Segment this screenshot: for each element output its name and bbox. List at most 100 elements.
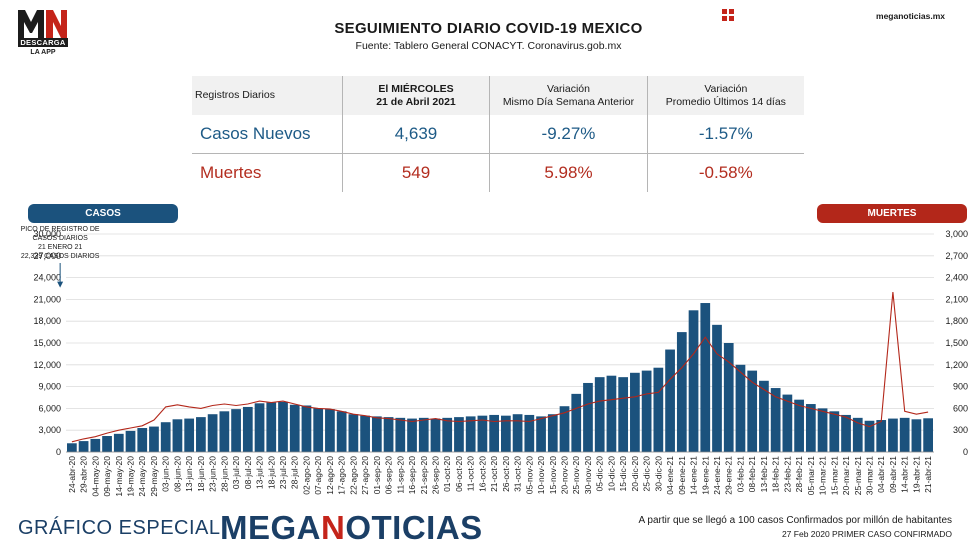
- x-tick-label: 04-may-20: [90, 456, 100, 497]
- table-row-casos: Casos Nuevos 4,639 -9.27% -1.57%: [192, 115, 804, 154]
- y-right-tick-label: 300: [953, 425, 968, 435]
- row-var-week: -9.27%: [489, 115, 648, 154]
- case-bar: [864, 420, 875, 452]
- header-var1-line1: Variación: [546, 82, 590, 95]
- x-tick-label: 10-mar-21: [818, 456, 828, 495]
- site-url[interactable]: meganoticias.mx: [876, 11, 945, 21]
- case-bar: [360, 415, 370, 452]
- case-bar: [759, 380, 769, 452]
- case-bar: [395, 417, 406, 452]
- x-tick-label: 15-nov-20: [548, 456, 558, 495]
- y-right-tick-label: 0: [963, 447, 968, 457]
- case-bar: [923, 418, 933, 452]
- case-bar: [829, 411, 840, 452]
- x-tick-label: 03-feb-21: [735, 456, 745, 493]
- case-bar: [125, 430, 136, 452]
- deaths-line: [71, 292, 929, 443]
- grid-logo-icon: [722, 9, 734, 21]
- x-tick-label: 30-mar-21: [864, 456, 874, 495]
- case-bar: [477, 415, 488, 452]
- case-bar: [254, 403, 265, 452]
- x-tick-label: 22-ago-20: [348, 456, 358, 495]
- x-tick-label: 20-mar-21: [841, 456, 851, 495]
- x-tick-label: 26-sep-20: [430, 456, 440, 495]
- case-bar: [512, 414, 523, 452]
- case-bar: [524, 414, 535, 452]
- row-value: 4,639: [341, 115, 490, 154]
- case-bar: [852, 417, 863, 452]
- case-bar: [160, 422, 171, 452]
- row-var-14d: -1.57%: [646, 115, 804, 154]
- x-tick-label: 11-sep-20: [395, 456, 405, 494]
- x-tick-label: 20-dic-20: [630, 456, 640, 492]
- x-tick-label: 25-dic-20: [642, 456, 652, 492]
- case-bar: [313, 408, 324, 452]
- x-tick-label: 18-jul-20: [266, 456, 276, 489]
- x-tick-label: 25-nov-20: [571, 456, 581, 495]
- x-tick-label: 18-jun-20: [196, 456, 206, 492]
- row-var-14d: -0.58%: [646, 153, 804, 192]
- y-right-tick-label: 1,800: [945, 316, 968, 326]
- y-left-tick-label: 12,000: [33, 360, 61, 370]
- x-tick-label: 26-oct-20: [501, 456, 511, 492]
- x-tick-label: 09-abr-21: [888, 456, 898, 493]
- case-bar: [571, 393, 582, 452]
- x-tick-label: 24-ene-21: [712, 456, 722, 495]
- x-tick-label: 25-mar-21: [853, 456, 863, 495]
- header-var2-line1: Variación: [704, 82, 748, 95]
- x-tick-label: 19-abr-21: [911, 456, 921, 493]
- case-bar: [102, 436, 112, 452]
- y-left-tick-label: 9,000: [38, 382, 61, 392]
- case-bar: [301, 405, 312, 452]
- x-tick-label: 13-jul-20: [255, 456, 265, 489]
- logo-app-label: LA APP: [30, 49, 56, 56]
- row-value: 549: [341, 153, 490, 192]
- case-bar: [911, 419, 922, 452]
- header-date-line2: 21 de Abril 2021: [376, 95, 456, 108]
- y-left-tick-label: 30,000: [33, 229, 61, 239]
- header-variation-week: Variación Mismo Día Semana Anterior: [489, 76, 648, 115]
- x-tick-label: 03-jun-20: [161, 456, 171, 492]
- x-tick-label: 23-jul-20: [278, 456, 288, 489]
- footer-first-case: 27 Feb 2020 PRIMER CASO CONFIRMADO: [781, 529, 952, 539]
- case-bar: [770, 388, 781, 452]
- x-tick-label: 13-jun-20: [184, 456, 194, 492]
- x-tick-label: 05-mar-21: [806, 456, 816, 495]
- case-bar: [841, 414, 851, 452]
- case-bar: [196, 417, 206, 452]
- brand-part-a: MEGA: [220, 509, 321, 546]
- annotation-text: 22,339 CASOS DIARIOS: [21, 253, 100, 260]
- case-bar: [618, 377, 629, 452]
- x-tick-label: 12-ago-20: [325, 456, 335, 495]
- y-left-tick-label: 24,000: [33, 273, 61, 283]
- y-right-tick-label: 1,500: [945, 338, 968, 348]
- header-var2-line2: Promedio Últimos 14 días: [665, 95, 786, 108]
- meganoticias-logo[interactable]: [16, 8, 68, 38]
- row-label: Casos Nuevos: [192, 115, 343, 154]
- case-bar: [266, 402, 277, 452]
- case-bar: [231, 409, 241, 452]
- case-bar: [594, 377, 605, 452]
- table-row-muertes: Muertes 549 5.98% -0.58%: [192, 153, 804, 192]
- case-bar: [536, 416, 546, 452]
- case-bar: [665, 349, 675, 452]
- case-bar: [794, 399, 804, 452]
- case-bar: [184, 418, 195, 452]
- x-tick-label: 01-oct-20: [442, 456, 452, 492]
- case-bar: [137, 428, 148, 452]
- logo-download-label: DESCARGA: [18, 38, 68, 47]
- case-bar: [676, 332, 687, 452]
- case-bar: [653, 367, 664, 452]
- legend-muertes: MUERTES: [817, 204, 967, 223]
- case-bar: [67, 443, 77, 452]
- case-bar: [489, 414, 499, 452]
- page-subtitle: Fuente: Tablero General CONACYT. Coronav…: [355, 40, 622, 52]
- case-bar: [325, 409, 335, 452]
- case-bar: [430, 418, 441, 452]
- case-bar: [547, 414, 558, 452]
- case-bar: [383, 417, 394, 452]
- case-bar: [888, 418, 898, 452]
- x-tick-label: 06-sep-20: [384, 456, 394, 495]
- x-tick-label: 24-abr-20: [67, 456, 77, 493]
- header-date: El MIÉRCOLES 21 de Abril 2021: [341, 76, 490, 115]
